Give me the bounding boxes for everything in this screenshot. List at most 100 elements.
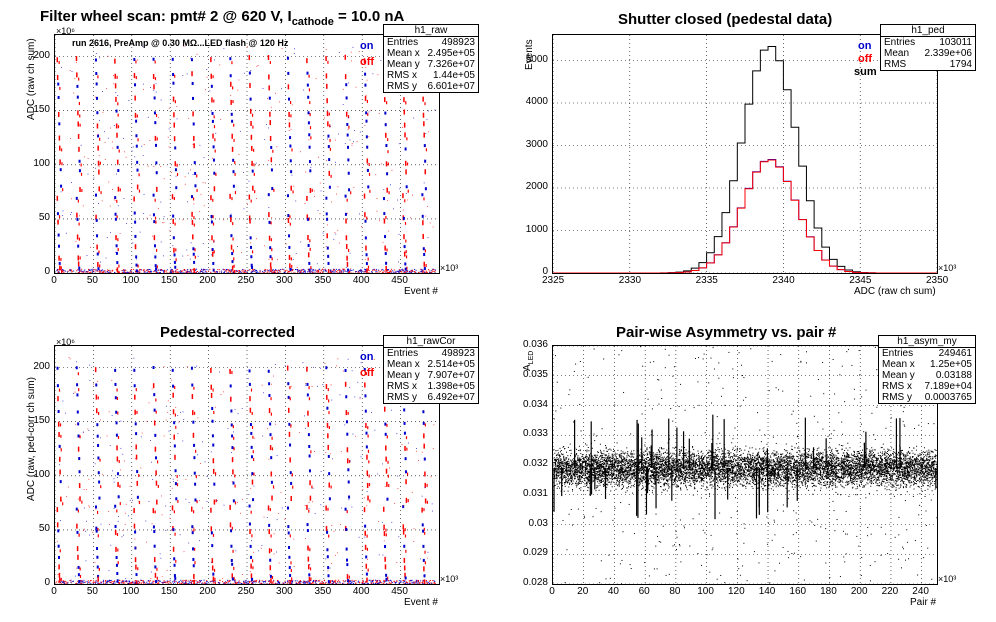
data-point [255,271,257,273]
data-point [368,272,370,273]
data-point [270,397,272,401]
data-point [365,423,367,429]
data-point [78,159,81,163]
data-point [429,272,431,273]
data-point [268,96,271,100]
data-point [249,582,251,584]
data-point [116,397,119,401]
data-point [173,136,176,142]
data-point [405,255,408,259]
data-point [230,559,233,563]
data-point [423,508,425,512]
data-point [412,582,414,584]
data-point [271,436,273,440]
data-point [349,252,351,254]
data-point [281,507,283,509]
data-point [270,157,273,163]
data-point [309,495,312,501]
data-point [900,567,902,569]
data-point [365,119,368,123]
data-point [289,457,291,463]
data-point [253,270,255,272]
data-point [77,573,80,577]
data-point [138,501,141,505]
data-point [900,483,902,485]
data-point [78,266,81,270]
data-point [90,580,92,582]
data-point [264,245,266,247]
data-point [427,583,429,584]
data-point [296,580,298,582]
data-point [288,245,291,249]
data-point [367,185,370,189]
data-point [710,534,712,536]
data-point [277,580,279,582]
data-point [134,458,136,460]
data-point [271,187,274,191]
data-point [293,538,295,540]
data-point [362,581,364,583]
data-point [427,551,429,553]
data-point [299,272,301,273]
data-point [595,507,597,509]
data-point [423,267,426,271]
data-point [404,470,407,474]
data-point [175,186,178,190]
data-point [405,271,407,273]
data-point [399,270,401,272]
data-point [66,582,68,584]
data-point [428,110,429,112]
data-point [368,163,370,167]
data-point [290,561,292,565]
data-point [404,199,406,203]
data-point [404,445,406,451]
data-point [432,583,434,584]
data-point [97,160,100,166]
data-point [306,58,308,64]
data-point [155,267,158,271]
top-title-tail: = 10.0 nA [333,8,405,25]
data-point [415,581,417,583]
data-point [883,480,885,482]
data-point [305,384,306,386]
data-point [823,393,825,395]
data-point [344,270,346,272]
data-point [843,556,845,558]
data-point [102,579,104,581]
data-point [898,534,900,536]
data-point [234,581,236,583]
data-point [241,408,243,409]
data-point [292,269,294,271]
data-point [117,435,120,439]
data-point [651,408,653,410]
data-point [419,583,421,584]
data-point [332,582,334,584]
data-point [290,496,292,502]
data-point [170,582,172,584]
data-point [332,583,334,584]
data-point [195,268,197,270]
y-exponent-cor: ×10⁶ [56,337,75,347]
data-point [295,200,297,202]
data-point [107,581,109,583]
data-point [220,394,222,396]
data-point [227,581,229,583]
data-point [152,271,154,273]
data-point [268,74,270,80]
data-point [422,579,424,581]
data-point [183,269,185,271]
data-point [269,271,271,273]
data-point [238,581,240,583]
data-point [116,215,118,219]
top-title: Filter wheel scan: pmt# 2 @ 620 V, Icath… [40,8,404,28]
data-point [287,97,290,101]
data-point [89,364,91,366]
data-point [903,406,905,408]
data-point [291,270,293,272]
data-point [294,48,295,50]
data-point [291,581,293,583]
data-point [664,367,666,369]
data-point [250,388,253,392]
data-point [117,582,119,584]
data-point [231,269,233,271]
